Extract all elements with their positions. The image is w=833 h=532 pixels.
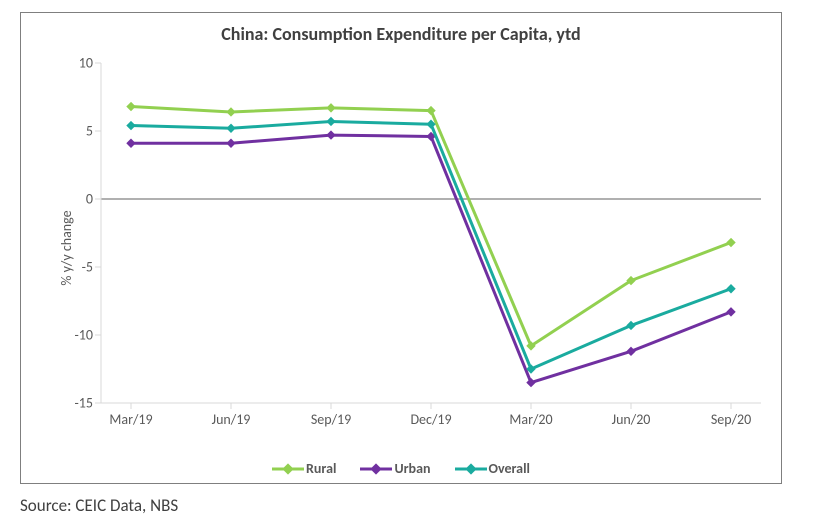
legend-item-urban: Urban	[360, 460, 430, 477]
chart-svg	[101, 63, 761, 403]
source-text: Source: CEIC Data, NBS	[20, 495, 178, 516]
x-tick-label: Mar/19	[109, 411, 152, 428]
plot-area	[101, 63, 761, 403]
y-tick-label: -10	[61, 327, 93, 344]
series-marker-rural	[127, 103, 135, 111]
series-marker-rural	[727, 239, 735, 247]
series-line-urban	[131, 135, 731, 383]
x-tick-label: Sep/20	[711, 411, 751, 428]
x-tick-label: Dec/19	[410, 411, 451, 428]
y-tick-label: 10	[61, 55, 93, 72]
series-marker-urban	[127, 139, 135, 147]
x-tick-label: Mar/20	[509, 411, 552, 428]
series-marker-overall	[127, 122, 135, 130]
series-marker-urban	[227, 139, 235, 147]
x-tick-label: Sep/19	[311, 411, 351, 428]
legend-label: Rural	[306, 460, 336, 477]
y-tick-label: -15	[61, 395, 93, 412]
series-marker-urban	[327, 131, 335, 139]
diamond-icon	[371, 463, 382, 474]
series-marker-overall	[727, 285, 735, 293]
legend-label: Overall	[489, 460, 530, 477]
chart-container: China: Consumption Expenditure per Capit…	[20, 12, 782, 484]
y-tick-label: 0	[61, 191, 93, 208]
series-line-overall	[131, 121, 731, 369]
x-tick-label: Jun/20	[612, 411, 651, 428]
series-marker-urban	[627, 347, 635, 355]
y-tick-label: -5	[61, 259, 93, 276]
chart-title: China: Consumption Expenditure per Capit…	[21, 13, 781, 45]
x-tick-label: Jun/19	[212, 411, 251, 428]
diamond-icon	[465, 463, 476, 474]
legend-item-overall: Overall	[455, 460, 530, 477]
series-marker-overall	[427, 120, 435, 128]
series-marker-urban	[527, 379, 535, 387]
series-marker-overall	[227, 124, 235, 132]
series-marker-rural	[327, 104, 335, 112]
legend-item-rural: Rural	[272, 460, 336, 477]
series-marker-urban	[727, 308, 735, 316]
series-marker-rural	[227, 108, 235, 116]
series-marker-overall	[327, 117, 335, 125]
legend-label: Urban	[394, 460, 430, 477]
y-tick-label: 5	[61, 123, 93, 140]
legend: Rural Urban Overall	[21, 460, 781, 477]
diamond-icon	[282, 463, 293, 474]
